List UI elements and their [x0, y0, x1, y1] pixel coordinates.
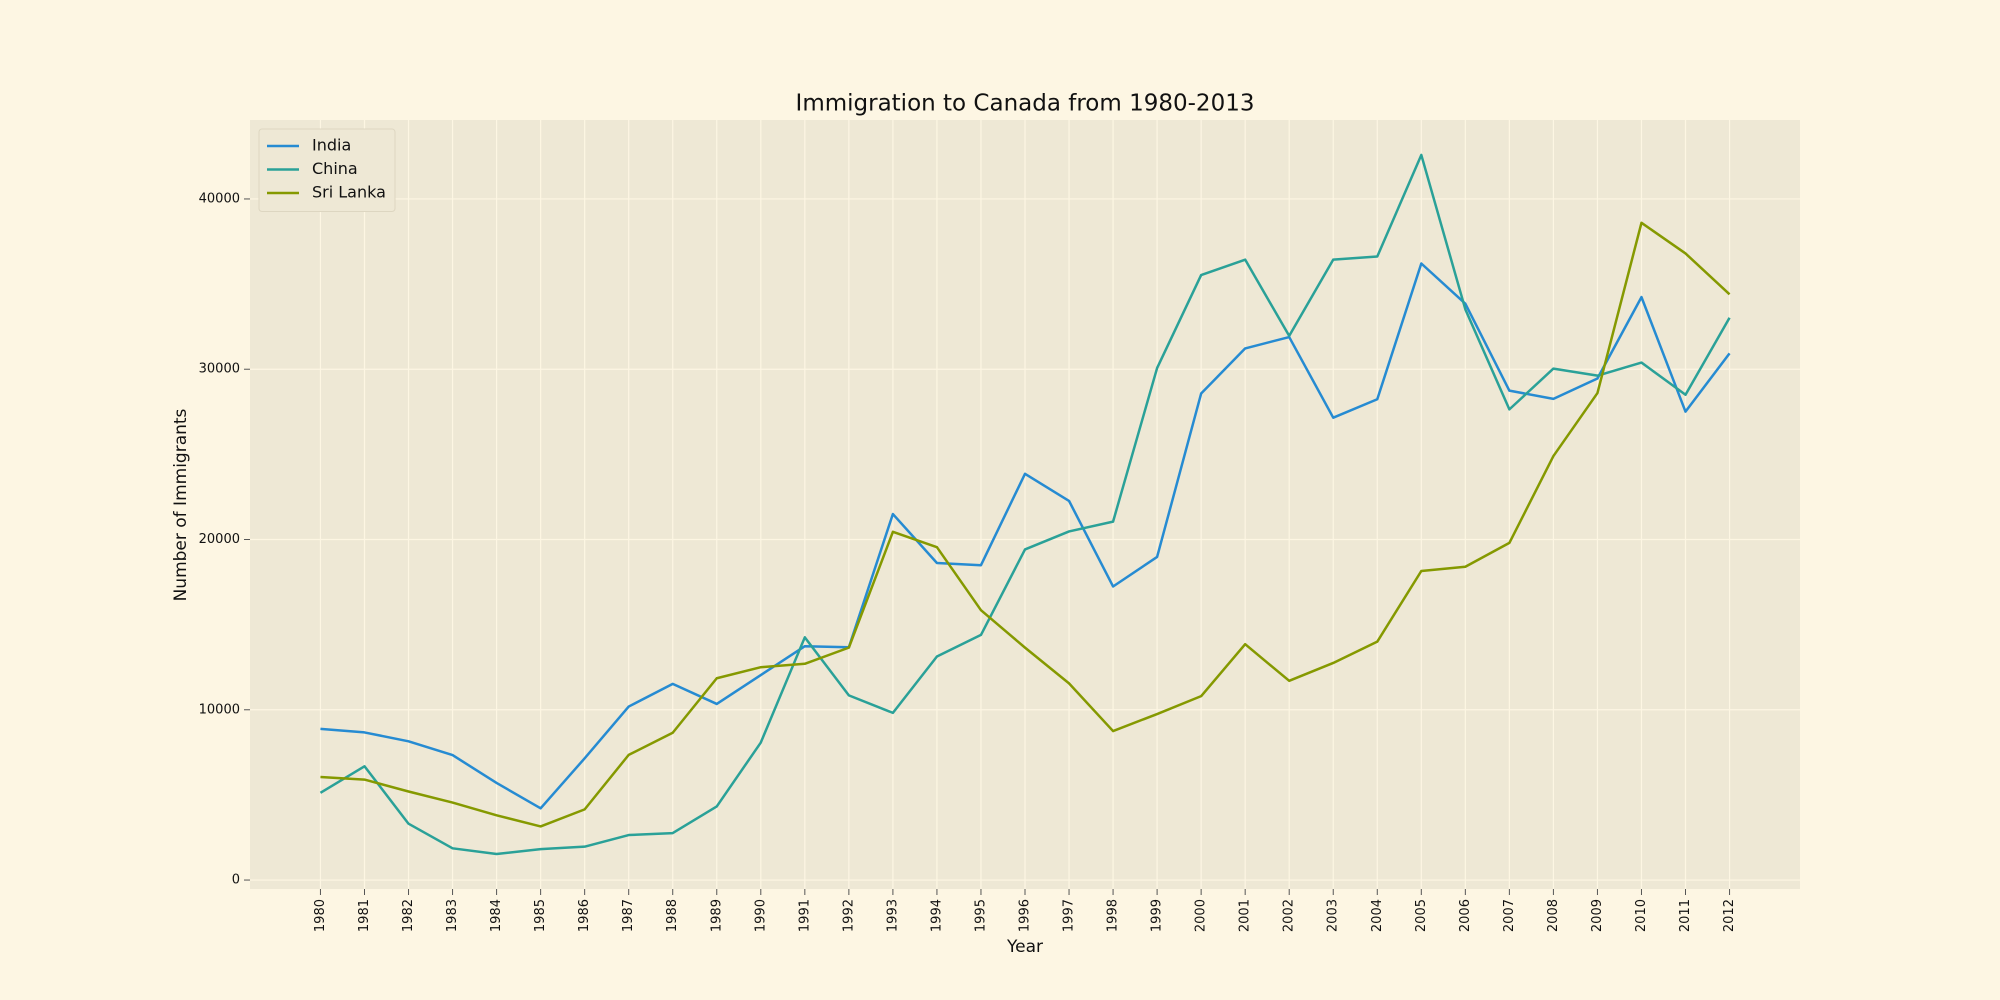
y-tick-label: 40000 [199, 191, 240, 206]
x-tick-label: 1996 [1018, 899, 1033, 932]
y-tick-label: 10000 [199, 702, 240, 717]
x-tick-label: 2001 [1238, 899, 1253, 932]
y-tick-label: 0 [232, 873, 240, 888]
x-tick-label: 1995 [973, 899, 988, 932]
y-tick-label: 20000 [199, 532, 240, 547]
x-tick-label: 1988 [665, 899, 680, 932]
x-tick-label: 1991 [797, 899, 812, 932]
x-tick-label: 1981 [357, 899, 372, 932]
x-tick-label: 1982 [401, 899, 416, 932]
x-tick-label: 1989 [709, 899, 724, 932]
x-tick-label: 1983 [445, 899, 460, 932]
x-tick-label: 1986 [577, 899, 592, 932]
series-line [320, 262, 1731, 810]
x-tick-label: 1985 [533, 899, 548, 932]
chart-title: Immigration to Canada from 1980-2013 [796, 91, 1255, 117]
x-tick-label: 1993 [885, 899, 900, 932]
x-tick-label: 1994 [929, 899, 944, 932]
x-tick-label: 2011 [1678, 899, 1693, 932]
x-tick-label: 1984 [489, 899, 504, 932]
x-tick-label: 1998 [1106, 899, 1121, 932]
series-line [319, 153, 1731, 856]
y-axis-label: Number of Immigrants [171, 408, 191, 601]
x-tick-label: 2007 [1502, 899, 1517, 932]
x-tick-label: 2006 [1458, 899, 1473, 932]
series-line [320, 221, 1731, 828]
x-tick-label: 2005 [1414, 899, 1429, 932]
x-axis-label: Year [1006, 937, 1043, 957]
x-tick-label: 1980 [313, 899, 328, 932]
x-tick-label: 2009 [1590, 899, 1605, 932]
x-tick-label: 1987 [621, 899, 636, 932]
y-tick-label: 30000 [199, 362, 240, 377]
x-tick-label: 1999 [1150, 899, 1165, 932]
x-tick-label: 2002 [1282, 899, 1297, 932]
x-tick-label: 2004 [1370, 899, 1385, 932]
x-tick-label: 1997 [1062, 899, 1077, 932]
legend-box [258, 128, 396, 212]
x-tick-label: 2003 [1326, 899, 1341, 932]
x-tick-label: 2008 [1546, 899, 1561, 932]
legend-label: China [312, 159, 358, 178]
legend-label: India [312, 136, 351, 155]
x-tick-label: 1992 [841, 899, 856, 932]
x-tick-label: 2012 [1722, 899, 1737, 932]
x-tick-label: 2010 [1634, 899, 1649, 932]
x-tick-label: 2000 [1194, 899, 1209, 932]
x-tick-label: 1990 [753, 899, 768, 932]
legend-label: Sri Lanka [312, 183, 386, 202]
